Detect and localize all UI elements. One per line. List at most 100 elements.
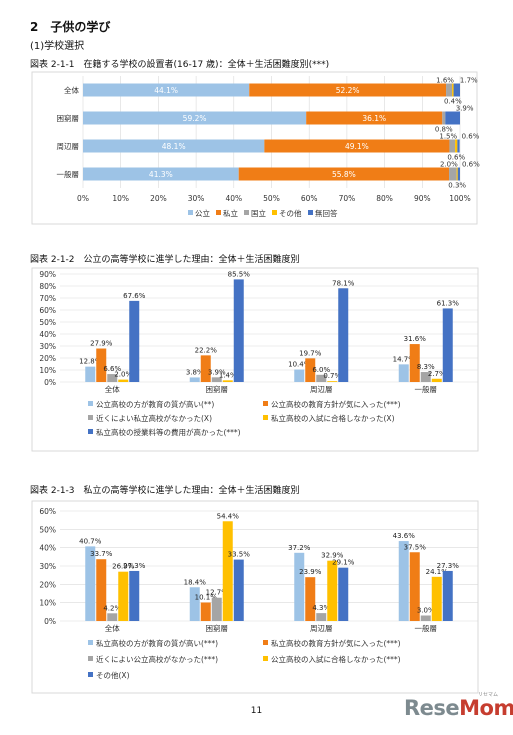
chart3-bar	[327, 560, 338, 621]
chart3-data-label: 24.1%	[426, 568, 449, 576]
chart2-data-label: 78.1%	[332, 279, 355, 287]
chart1-data-label: 36.1%	[362, 114, 386, 123]
chart2-bar	[305, 358, 316, 382]
chart1-data-label: 44.1%	[154, 86, 178, 95]
chart1-bar-segment	[456, 167, 458, 181]
chart1-xtick: 40%	[225, 194, 242, 203]
chart3-data-label: 12.7%	[206, 589, 229, 597]
chart2-title: 図表 2-1-2 公立の高等学校に進学した理由：全体＋生活困難度別	[30, 255, 300, 265]
chart1-small-label: 1.5%	[439, 133, 457, 141]
chart3-data-label: 37.2%	[288, 544, 311, 552]
chart1-bar-segment	[83, 139, 265, 153]
chart2-data-label: 6.0%	[312, 366, 330, 374]
chart2-bar	[107, 374, 118, 382]
chart3-ytick: 50%	[39, 525, 56, 534]
chart2-data-label: 3.8%	[186, 368, 204, 376]
chart2-bar	[129, 300, 140, 382]
chart2-bar	[294, 369, 305, 382]
chart2-data-label: 1.4%	[219, 371, 237, 379]
chart1-category-label: 全体	[64, 85, 79, 95]
chart2-ytick: 20%	[39, 354, 56, 363]
chart2-data-label: 14.7%	[393, 355, 416, 363]
chart2-bar	[211, 377, 222, 382]
chart3-bar	[222, 521, 233, 621]
chart2-data-label: 19.7%	[299, 349, 322, 357]
page-number: 11	[250, 706, 263, 716]
chart3-data-label: 23.9%	[299, 568, 322, 576]
chart1-bar-segment	[457, 167, 460, 181]
chart1-legend-label: その他	[279, 208, 302, 218]
chart1-bar-segment	[449, 139, 456, 153]
chart2-data-label: 0.7%	[323, 372, 341, 380]
chart1-bar-segment	[445, 111, 460, 125]
chart3-ytick: 10%	[39, 599, 56, 608]
chart2-data-label: 10.4%	[288, 361, 311, 369]
chart3-bar	[305, 577, 316, 621]
chart3-bar	[129, 570, 140, 621]
chart1-xtick: 100%	[449, 194, 470, 203]
chart2-data-label: 3.9%	[208, 368, 226, 376]
chart2: 0% 10% 20% 30% 40% 50% 60% 70% 80% 90% 12.8% 27.9% 6…	[31, 267, 479, 452]
chart1-bar-segment	[249, 83, 447, 97]
chart2-ytick: 10%	[39, 366, 56, 375]
chart2-category-label: 全体	[105, 384, 120, 394]
chart3-title: 図表 2-1-3 私立の高等学校に進学した理由：全体＋生活困難度別	[30, 486, 300, 496]
chart2-data-label: 8.3%	[417, 363, 435, 371]
chart3-legend-swatch	[88, 672, 93, 677]
chart2-legend-label: 私立高校の授業料等の費用が高かった(***)	[96, 427, 241, 437]
chart2-data-label: 67.6%	[123, 292, 146, 300]
chart3-ytick: 40%	[39, 544, 56, 553]
chart3-bar	[211, 597, 222, 621]
chart1-bar-segment	[446, 83, 453, 97]
chart1-data-label: 59.2%	[183, 114, 207, 123]
chart1-bar-segment	[449, 167, 457, 181]
chart2-category-label: 周辺層	[310, 385, 333, 394]
chart3-legend-swatch	[263, 640, 268, 645]
chart3-category-label: 周辺層	[310, 624, 333, 633]
chart2-ytick: 40%	[39, 330, 56, 339]
chart3-bar	[118, 571, 129, 621]
chart2-legend-swatch	[88, 401, 93, 406]
chart2-bar	[96, 348, 107, 382]
chart3-data-label: 40.7%	[79, 537, 102, 545]
chart1-category-label: 一般層	[57, 169, 80, 179]
chart1-legend-swatch	[272, 210, 277, 215]
chart2-bar	[431, 378, 442, 382]
chart1-xtick: 10%	[112, 194, 129, 203]
chart3-data-label: 33.5%	[228, 551, 251, 559]
chart1-legend-label: 無回答	[315, 208, 338, 218]
chart1-bar-segment	[457, 139, 460, 153]
chart1-small-label: 1.6%	[436, 77, 454, 85]
chart1-bar-segment	[453, 83, 460, 97]
chart3-data-label: 27.3%	[437, 562, 460, 570]
chart3-bar	[316, 613, 327, 621]
chart3-bar	[200, 602, 211, 621]
resemom-logo-sub: リセマム	[478, 692, 499, 698]
chart3-category-label: 全体	[105, 623, 120, 633]
chart2-bar	[189, 377, 200, 382]
chart3-data-label: 18.4%	[184, 578, 207, 586]
chart2-data-label: 31.6%	[404, 335, 427, 343]
chart3-category-label: 困窮層	[206, 623, 229, 633]
chart1-xtick: 90%	[414, 194, 431, 203]
chart1-legend-label: 私立	[223, 208, 238, 218]
chart1-small-label: 0.3%	[448, 182, 466, 190]
chart3-bar	[233, 559, 244, 621]
chart3-ytick: 20%	[39, 580, 56, 589]
chart3-data-label: 54.4%	[217, 512, 240, 520]
chart1-xtick: 50%	[263, 194, 280, 203]
chart1-xtick: 80%	[376, 194, 393, 203]
chart2-bar	[233, 279, 244, 382]
chart3-bar	[189, 587, 200, 621]
chart1-legend-swatch	[188, 210, 193, 215]
chart1-small-label: 3.9%	[456, 105, 474, 113]
chart3-data-label: 4.2%	[103, 604, 121, 612]
chart2-legend-label: 私立高校の入試に合格しなかった(X)	[271, 413, 395, 423]
chart1-bar-segment	[264, 139, 450, 153]
chart2-data-label: 6.6%	[103, 365, 121, 373]
chart1-xtick: 20%	[150, 194, 167, 203]
chart3-legend-swatch	[263, 656, 268, 661]
chart2-data-label: 22.2%	[195, 346, 218, 354]
chart3-bar	[409, 552, 420, 621]
chart1-legend-label: 国立	[251, 208, 266, 218]
